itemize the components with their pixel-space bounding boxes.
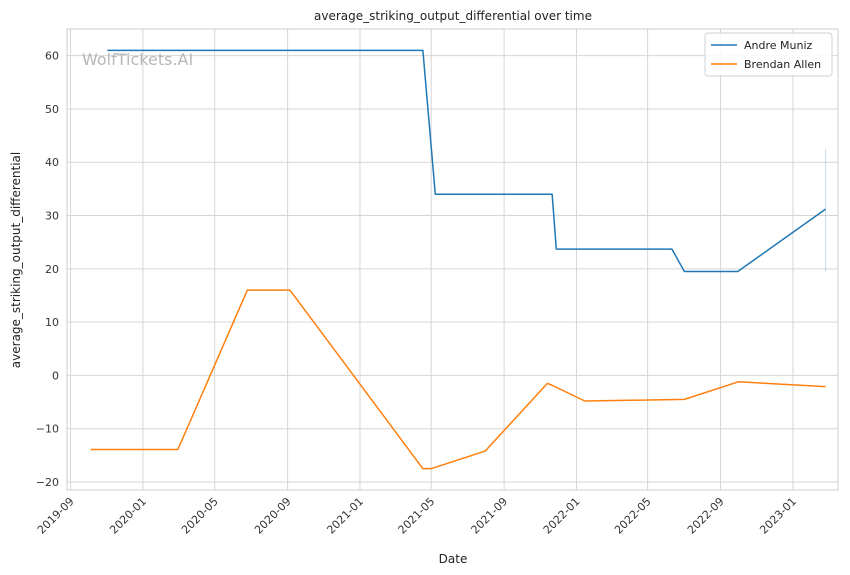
y-tick-label: −10 bbox=[36, 423, 59, 436]
x-tick-label: 2022-09 bbox=[685, 495, 727, 537]
legend-label-brendan-allen: Brendan Allen bbox=[744, 58, 821, 71]
y-tick-label: −20 bbox=[36, 476, 59, 489]
y-axis-title: average_striking_output_differential bbox=[9, 152, 23, 368]
y-tick-label: 60 bbox=[45, 50, 59, 63]
plot-area bbox=[66, 28, 839, 491]
x-tick-label: 2019-09 bbox=[35, 495, 77, 537]
legend: Andre Muniz Brendan Allen bbox=[704, 32, 833, 77]
y-tick-label: 0 bbox=[52, 369, 59, 382]
legend-box bbox=[704, 32, 833, 77]
series bbox=[90, 49, 827, 470]
x-tick-label: 2023-01 bbox=[757, 495, 799, 537]
x-tick-label: 2022-01 bbox=[541, 495, 583, 537]
y-tick-label: 40 bbox=[45, 156, 59, 169]
x-tick-label: 2022-05 bbox=[612, 495, 654, 537]
x-tick-label: 2020-01 bbox=[107, 495, 149, 537]
x-tick-label: 2020-09 bbox=[252, 495, 294, 537]
series-line-andre-muniz bbox=[107, 49, 826, 273]
x-tick-label: 2020-05 bbox=[179, 495, 221, 537]
series-line-brendan-allen bbox=[90, 289, 826, 470]
y-axis-ticks: 60 50 40 30 20 10 0 −10 −20 bbox=[36, 50, 59, 489]
x-tick-label: 2021-01 bbox=[324, 495, 366, 537]
y-tick-label: 30 bbox=[45, 210, 59, 223]
y-tick-label: 50 bbox=[45, 103, 59, 116]
x-tick-label: 2021-09 bbox=[469, 495, 511, 537]
x-axis-title: Date bbox=[439, 552, 468, 566]
x-tick-label: 2021-05 bbox=[396, 495, 438, 537]
y-tick-label: 10 bbox=[45, 316, 59, 329]
legend-label-andre-muniz: Andre Muniz bbox=[744, 39, 813, 52]
y-tick-label: 20 bbox=[45, 263, 59, 276]
x-axis-ticks: 2019-09 2020-01 2020-05 2020-09 2021-01 2021-… bbox=[35, 495, 799, 537]
grid bbox=[67, 29, 838, 490]
chart-title: average_striking_output_differential ove… bbox=[314, 9, 592, 23]
watermark: WolfTickets.AI bbox=[82, 50, 193, 69]
